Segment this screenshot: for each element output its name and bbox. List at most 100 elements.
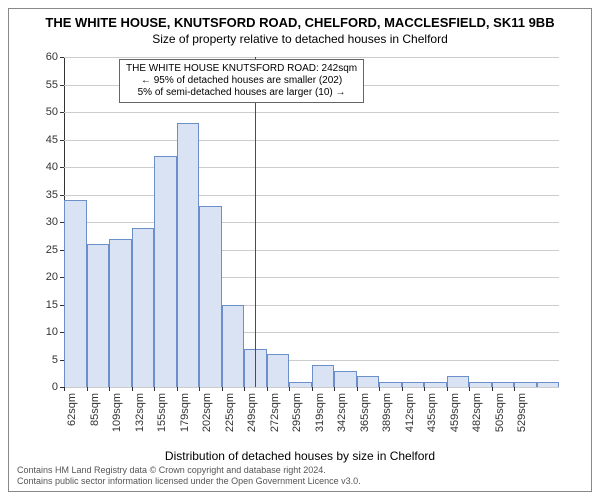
histogram-bar bbox=[177, 123, 200, 387]
y-tick-label: 5 bbox=[52, 354, 58, 366]
gridline bbox=[64, 112, 559, 113]
plot-area: 05101520253035404550556062sqm85sqm109sqm… bbox=[64, 57, 559, 387]
y-tick-label: 30 bbox=[46, 216, 58, 228]
y-tick-label: 15 bbox=[46, 299, 58, 311]
x-tick-mark bbox=[289, 387, 290, 391]
footer-line1: Contains HM Land Registry data © Crown c… bbox=[17, 465, 361, 476]
x-tick-mark bbox=[492, 387, 493, 391]
histogram-bar bbox=[64, 200, 87, 387]
histogram-bar bbox=[267, 354, 290, 387]
y-tick-label: 60 bbox=[46, 51, 58, 63]
x-tick-mark bbox=[244, 387, 245, 391]
x-tick-mark bbox=[177, 387, 178, 391]
y-tick-label: 35 bbox=[46, 189, 58, 201]
annotation-line2: ← 95% of detached houses are smaller (20… bbox=[126, 75, 357, 87]
x-tick-label: 272sqm bbox=[269, 393, 281, 432]
x-tick-label: 342sqm bbox=[336, 393, 348, 432]
histogram-bar bbox=[357, 376, 380, 387]
x-tick-label: 249sqm bbox=[246, 393, 258, 432]
y-tick-label: 40 bbox=[46, 161, 58, 173]
histogram-bar bbox=[447, 376, 470, 387]
x-tick-mark bbox=[64, 387, 65, 391]
gridline bbox=[64, 140, 559, 141]
histogram-bar bbox=[492, 382, 515, 388]
x-tick-label: 109sqm bbox=[111, 393, 123, 432]
histogram-bar bbox=[312, 365, 335, 387]
y-tick-mark bbox=[60, 112, 64, 113]
x-tick-mark bbox=[469, 387, 470, 391]
histogram-bar bbox=[222, 305, 245, 388]
gridline bbox=[64, 57, 559, 58]
x-tick-mark bbox=[199, 387, 200, 391]
histogram-bar bbox=[402, 382, 425, 388]
annotation-box: THE WHITE HOUSE KNUTSFORD ROAD: 242sqm← … bbox=[119, 59, 364, 103]
x-tick-label: 202sqm bbox=[201, 393, 213, 432]
x-tick-label: 482sqm bbox=[471, 393, 483, 432]
y-tick-label: 45 bbox=[46, 134, 58, 146]
x-tick-mark bbox=[447, 387, 448, 391]
chart-title-address: THE WHITE HOUSE, KNUTSFORD ROAD, CHELFOR… bbox=[9, 9, 591, 30]
x-axis-label: Distribution of detached houses by size … bbox=[9, 449, 591, 463]
x-tick-label: 529sqm bbox=[516, 393, 528, 432]
y-tick-mark bbox=[60, 195, 64, 196]
histogram-bar bbox=[132, 228, 155, 388]
annotation-line1: THE WHITE HOUSE KNUTSFORD ROAD: 242sqm bbox=[126, 63, 357, 75]
x-tick-label: 389sqm bbox=[381, 393, 393, 432]
x-tick-mark bbox=[402, 387, 403, 391]
histogram-bar bbox=[199, 206, 222, 388]
x-tick-label: 85sqm bbox=[89, 393, 101, 426]
x-tick-label: 319sqm bbox=[314, 393, 326, 432]
y-tick-mark bbox=[60, 57, 64, 58]
x-tick-label: 225sqm bbox=[224, 393, 236, 432]
chart-container: THE WHITE HOUSE, KNUTSFORD ROAD, CHELFOR… bbox=[8, 8, 592, 492]
x-tick-label: 435sqm bbox=[426, 393, 438, 432]
x-tick-mark bbox=[334, 387, 335, 391]
x-tick-label: 62sqm bbox=[66, 393, 78, 426]
y-tick-mark bbox=[60, 167, 64, 168]
annotation-line3: 5% of semi-detached houses are larger (1… bbox=[126, 87, 357, 99]
y-tick-label: 20 bbox=[46, 271, 58, 283]
y-tick-mark bbox=[60, 140, 64, 141]
x-tick-mark bbox=[154, 387, 155, 391]
x-tick-label: 505sqm bbox=[494, 393, 506, 432]
y-tick-label: 10 bbox=[46, 326, 58, 338]
y-tick-mark bbox=[60, 85, 64, 86]
histogram-bar bbox=[514, 382, 537, 388]
y-tick-label: 25 bbox=[46, 244, 58, 256]
histogram-bar bbox=[334, 371, 357, 388]
x-tick-mark bbox=[87, 387, 88, 391]
x-tick-mark bbox=[357, 387, 358, 391]
x-tick-label: 459sqm bbox=[449, 393, 461, 432]
x-tick-label: 132sqm bbox=[134, 393, 146, 432]
chart-subtitle: Size of property relative to detached ho… bbox=[9, 30, 591, 46]
y-tick-label: 55 bbox=[46, 79, 58, 91]
histogram-bar bbox=[379, 382, 402, 388]
x-tick-mark bbox=[222, 387, 223, 391]
x-tick-mark bbox=[379, 387, 380, 391]
histogram-bar bbox=[109, 239, 132, 388]
x-tick-mark bbox=[109, 387, 110, 391]
histogram-bar bbox=[289, 382, 312, 388]
x-tick-label: 179sqm bbox=[179, 393, 191, 432]
gridline bbox=[64, 195, 559, 196]
x-tick-mark bbox=[312, 387, 313, 391]
gridline bbox=[64, 167, 559, 168]
x-tick-mark bbox=[424, 387, 425, 391]
reference-line bbox=[255, 57, 256, 387]
x-tick-label: 365sqm bbox=[359, 393, 371, 432]
x-tick-label: 412sqm bbox=[404, 393, 416, 432]
x-tick-label: 295sqm bbox=[291, 393, 303, 432]
histogram-bar bbox=[87, 244, 110, 387]
x-tick-mark bbox=[267, 387, 268, 391]
y-tick-label: 50 bbox=[46, 106, 58, 118]
histogram-bar bbox=[537, 382, 560, 388]
footer-attribution: Contains HM Land Registry data © Crown c… bbox=[17, 465, 361, 487]
histogram-bar bbox=[469, 382, 492, 388]
x-tick-label: 155sqm bbox=[156, 393, 168, 432]
y-tick-label: 0 bbox=[52, 381, 58, 393]
x-tick-mark bbox=[514, 387, 515, 391]
x-tick-mark bbox=[132, 387, 133, 391]
histogram-bar bbox=[424, 382, 447, 388]
histogram-bar bbox=[154, 156, 177, 387]
footer-line2: Contains public sector information licen… bbox=[17, 476, 361, 487]
